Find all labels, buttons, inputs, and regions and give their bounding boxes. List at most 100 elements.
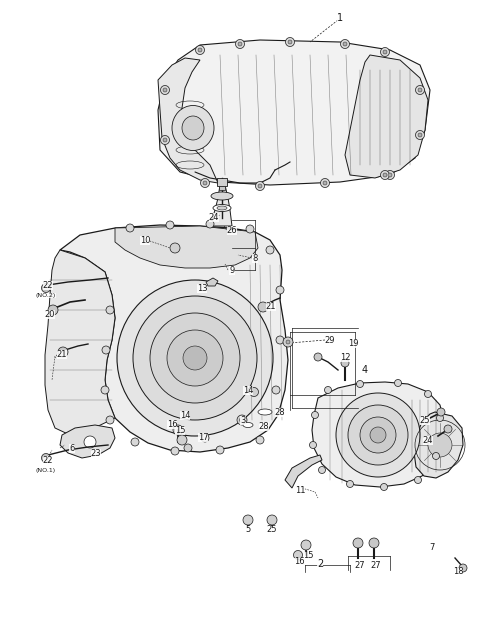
Text: 26: 26 [227, 225, 237, 235]
Circle shape [432, 452, 440, 459]
Circle shape [272, 386, 280, 394]
Circle shape [266, 246, 274, 254]
Circle shape [418, 88, 422, 92]
Text: (NO.1): (NO.1) [36, 467, 56, 472]
Circle shape [160, 85, 169, 95]
Text: 28: 28 [275, 407, 285, 417]
Ellipse shape [243, 423, 253, 428]
Circle shape [255, 181, 264, 191]
Text: 3: 3 [240, 415, 246, 425]
Circle shape [418, 133, 422, 137]
Text: 10: 10 [140, 235, 150, 245]
Circle shape [237, 415, 247, 425]
Circle shape [160, 136, 169, 144]
Circle shape [348, 405, 408, 465]
Text: 18: 18 [453, 568, 463, 576]
Circle shape [428, 433, 452, 457]
Circle shape [360, 417, 396, 453]
Circle shape [370, 427, 386, 443]
Polygon shape [219, 186, 225, 190]
Circle shape [246, 225, 254, 233]
Text: 24: 24 [209, 212, 219, 222]
Polygon shape [158, 58, 218, 183]
Circle shape [183, 346, 207, 370]
Text: 16: 16 [294, 558, 304, 566]
Circle shape [240, 417, 244, 423]
Circle shape [323, 181, 327, 185]
Circle shape [347, 480, 353, 488]
Circle shape [288, 40, 292, 44]
Circle shape [201, 178, 209, 188]
Ellipse shape [172, 105, 214, 150]
Circle shape [415, 477, 421, 483]
Circle shape [201, 434, 209, 442]
Circle shape [324, 386, 332, 394]
Polygon shape [158, 40, 430, 185]
Polygon shape [60, 225, 288, 452]
Text: 6: 6 [69, 443, 75, 452]
Text: 7: 7 [429, 542, 435, 552]
Text: 19: 19 [348, 339, 358, 347]
Circle shape [340, 40, 349, 48]
Text: 14: 14 [243, 386, 253, 394]
Text: 12: 12 [340, 352, 350, 361]
Polygon shape [217, 178, 227, 186]
Text: 21: 21 [57, 350, 67, 358]
Circle shape [424, 391, 432, 397]
Circle shape [459, 564, 467, 572]
Polygon shape [45, 250, 115, 435]
Circle shape [106, 306, 114, 314]
Text: 22: 22 [43, 456, 53, 464]
Text: 13: 13 [197, 284, 207, 293]
Circle shape [343, 42, 347, 46]
Circle shape [41, 284, 50, 293]
Circle shape [198, 48, 202, 52]
Text: 25: 25 [267, 526, 277, 534]
Text: 4: 4 [362, 365, 368, 375]
Text: 17: 17 [198, 433, 208, 441]
Circle shape [416, 131, 424, 139]
Circle shape [381, 483, 387, 490]
Text: 25: 25 [420, 415, 430, 425]
Circle shape [301, 540, 311, 550]
Text: 22: 22 [43, 280, 53, 290]
Polygon shape [285, 455, 322, 488]
Circle shape [177, 435, 187, 445]
Circle shape [258, 302, 268, 312]
Circle shape [203, 181, 207, 185]
Circle shape [314, 353, 322, 361]
Circle shape [102, 346, 110, 354]
Circle shape [381, 170, 389, 180]
Circle shape [216, 446, 224, 454]
Circle shape [336, 393, 420, 477]
Text: 27: 27 [371, 561, 381, 571]
Text: 1: 1 [337, 13, 343, 23]
Circle shape [48, 305, 58, 315]
Circle shape [167, 330, 223, 386]
Circle shape [388, 173, 392, 177]
Polygon shape [60, 425, 115, 458]
Circle shape [357, 381, 363, 387]
Circle shape [385, 170, 395, 180]
Circle shape [170, 243, 180, 253]
Circle shape [258, 184, 262, 188]
Polygon shape [206, 278, 218, 286]
Ellipse shape [211, 192, 233, 200]
Circle shape [321, 178, 329, 188]
Circle shape [312, 412, 319, 418]
Circle shape [41, 454, 50, 462]
Ellipse shape [258, 409, 272, 415]
Circle shape [293, 550, 302, 560]
Circle shape [184, 444, 192, 452]
Circle shape [267, 515, 277, 525]
Circle shape [286, 38, 295, 46]
Circle shape [444, 425, 452, 433]
Circle shape [383, 173, 387, 177]
Circle shape [133, 296, 257, 420]
Circle shape [381, 48, 389, 56]
Text: 29: 29 [325, 335, 335, 345]
Circle shape [286, 340, 290, 344]
Circle shape [395, 379, 401, 386]
Circle shape [126, 224, 134, 232]
Circle shape [276, 336, 284, 344]
